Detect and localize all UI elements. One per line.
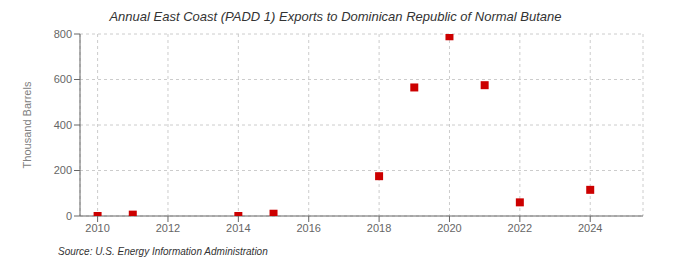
- html-text:Source: U.S. Energy Informatio: Source: U.S. Energy Information Administ…: [58, 246, 268, 257]
- svg-text:600: 600: [54, 73, 72, 85]
- svg-text:2022: 2022: [508, 222, 532, 234]
- svg-text:2010: 2010: [85, 222, 109, 234]
- svg-text:0: 0: [66, 210, 72, 222]
- svg-text:400: 400: [54, 119, 72, 131]
- svg-text:800: 800: [54, 28, 72, 40]
- svg-text:2024: 2024: [578, 222, 602, 234]
- html-text:Annual East Coast (PADD 1) Exp: Annual East Coast (PADD 1) Exports to Do…: [109, 9, 562, 24]
- svg-text:200: 200: [54, 164, 72, 176]
- svg-text:2016: 2016: [296, 222, 320, 234]
- svg-text:2018: 2018: [367, 222, 391, 234]
- svg-text:2014: 2014: [226, 222, 250, 234]
- svg-text:2012: 2012: [156, 222, 180, 234]
- svg-text:Thousand Barrels: Thousand Barrels: [21, 81, 33, 168]
- svg-text:2020: 2020: [437, 222, 461, 234]
